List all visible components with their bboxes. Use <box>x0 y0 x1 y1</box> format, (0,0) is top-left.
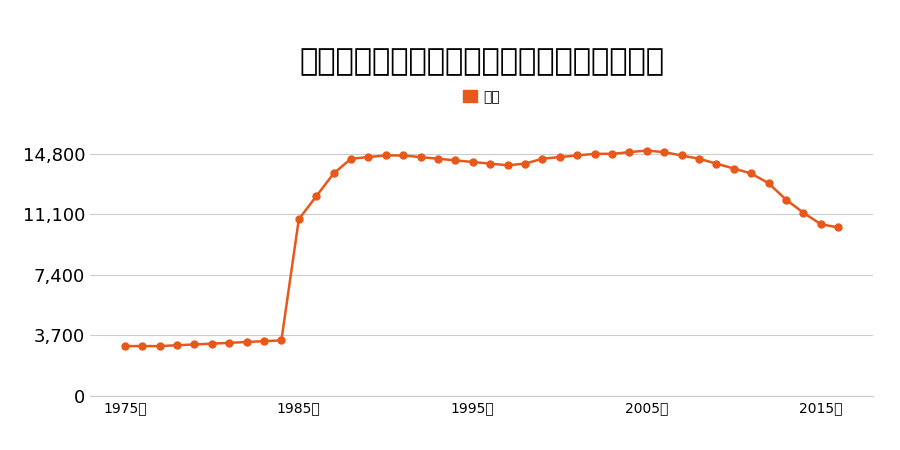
Title: 北海道士別市東６条北８丁目７番の地価推移: 北海道士別市東６条北８丁目７番の地価推移 <box>299 47 664 76</box>
Legend: 価格: 価格 <box>457 84 506 109</box>
